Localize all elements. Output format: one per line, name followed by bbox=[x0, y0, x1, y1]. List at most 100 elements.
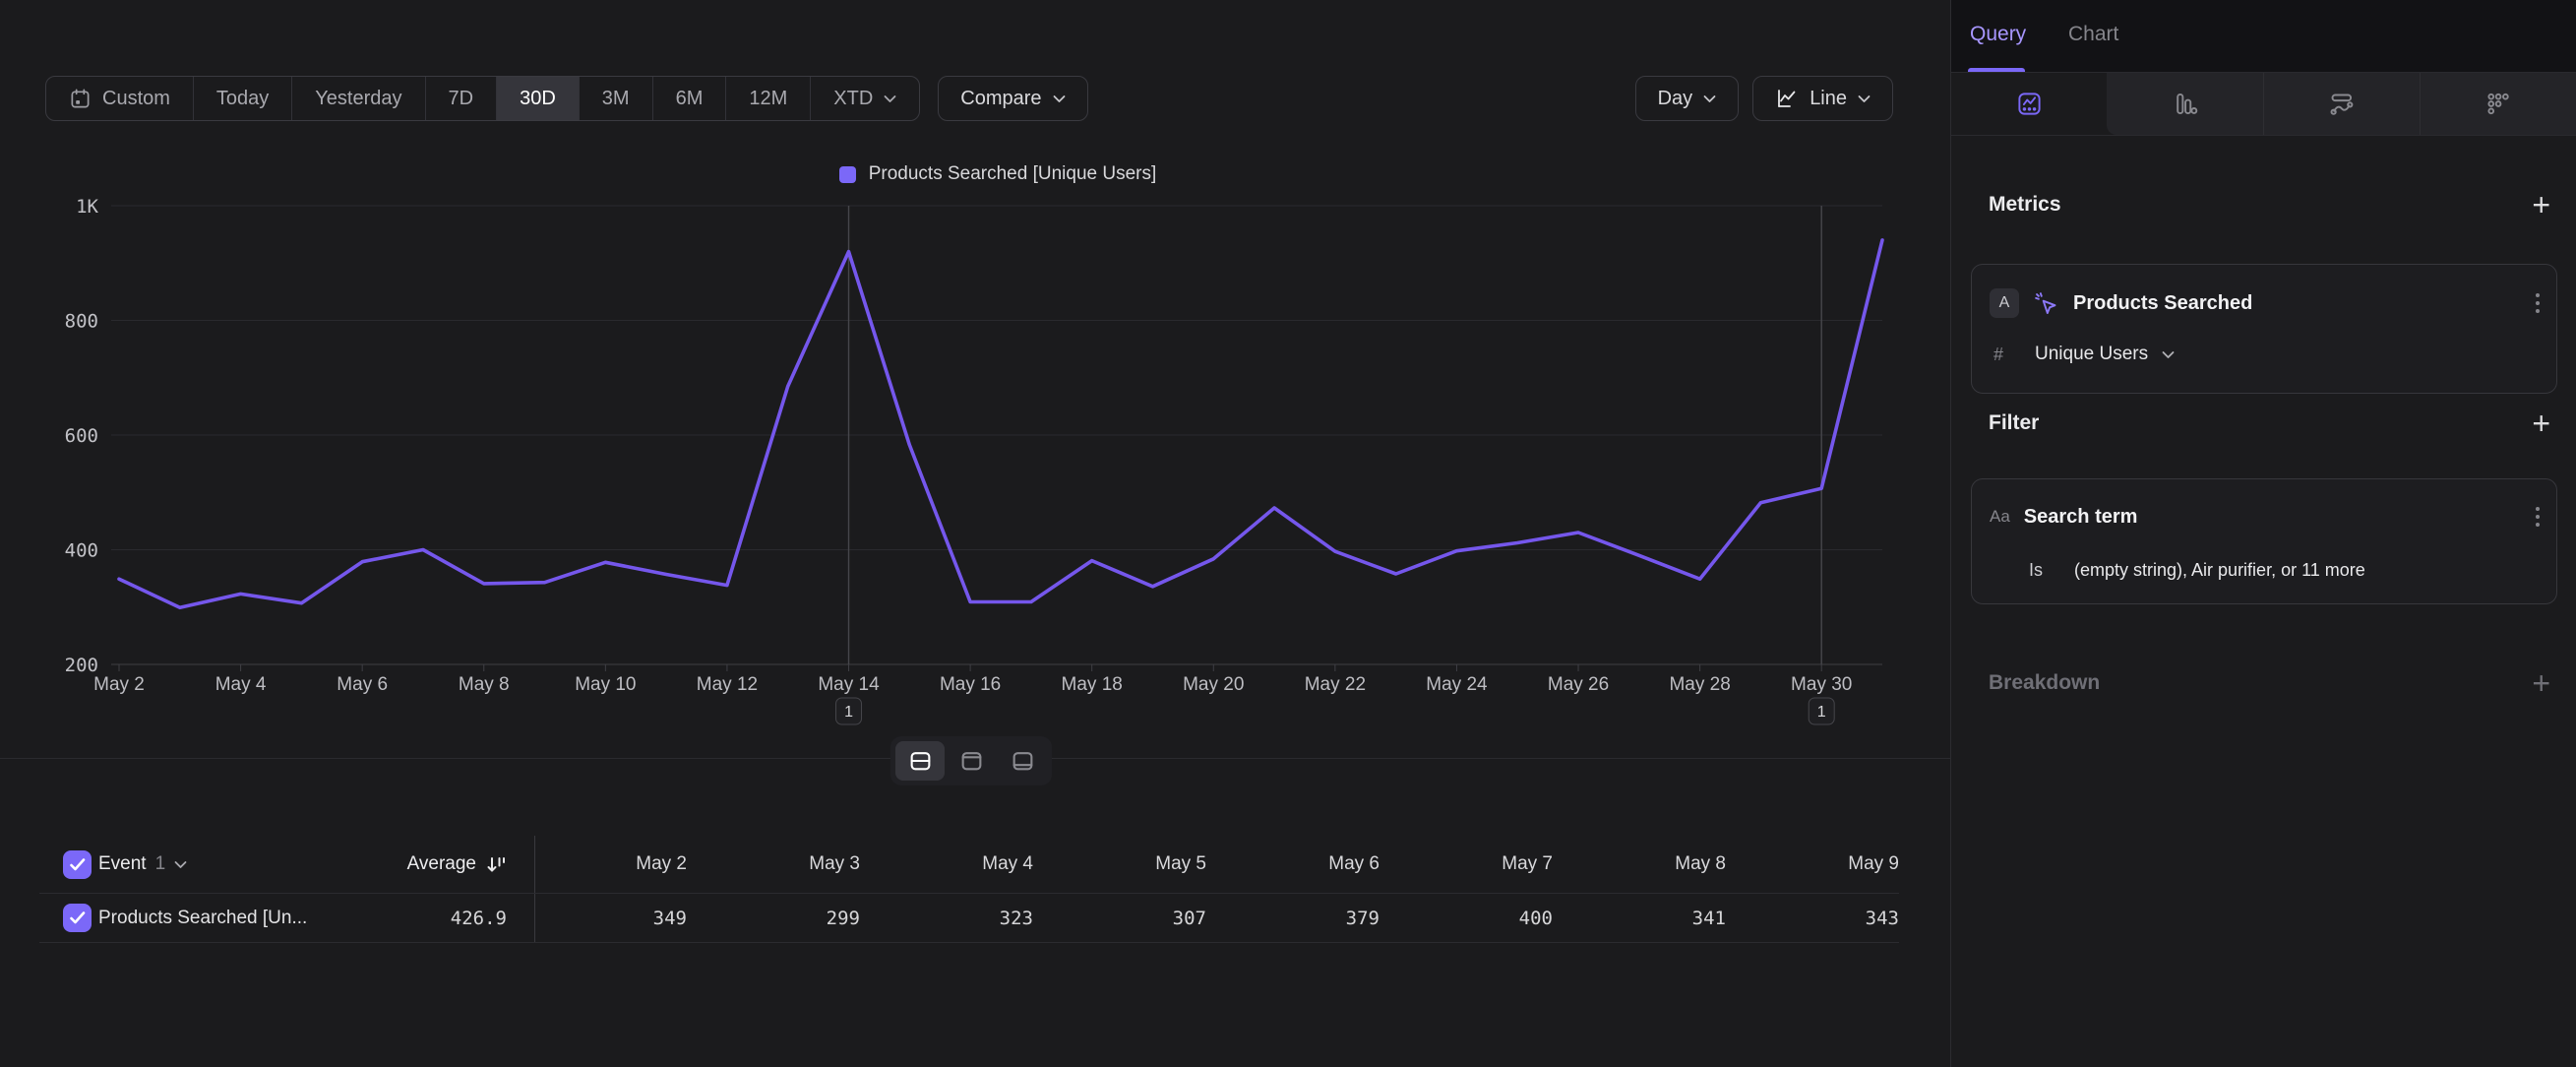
chevron-down-icon bbox=[1703, 94, 1716, 103]
report-tab-flows[interactable] bbox=[2420, 73, 2576, 135]
data-series-line[interactable] bbox=[119, 240, 1882, 607]
filter-property-name: Search term bbox=[2024, 506, 2138, 529]
filter-operator[interactable]: Is bbox=[2029, 560, 2043, 581]
view-toggle-chart-only[interactable] bbox=[947, 741, 996, 781]
row-name-cell[interactable]: Products Searched [Un... bbox=[98, 908, 311, 929]
legend-swatch bbox=[839, 166, 856, 183]
y-axis-label: 1K bbox=[76, 196, 98, 218]
event-pointer-icon bbox=[2033, 290, 2059, 317]
granularity-button[interactable]: Day bbox=[1635, 76, 1740, 121]
column-header-may-9[interactable]: May 9 bbox=[1726, 853, 1899, 875]
chevron-down-icon bbox=[1858, 94, 1871, 103]
filter-card[interactable]: Aa Search term Is (empty string), Air pu… bbox=[1971, 478, 2557, 604]
metric-card[interactable]: A Products Searched # Unique Users bbox=[1971, 264, 2557, 394]
range-label: Yesterday bbox=[315, 88, 401, 110]
filter-value[interactable]: (empty string), Air purifier, or 11 more bbox=[2074, 560, 2365, 581]
column-header-may-6[interactable]: May 6 bbox=[1206, 853, 1380, 875]
row-value-cell: 343 bbox=[1726, 908, 1899, 929]
funnels-icon bbox=[2172, 91, 2198, 117]
column-header-may-4[interactable]: May 4 bbox=[860, 853, 1033, 875]
aggregation-selector[interactable]: Unique Users bbox=[2035, 344, 2148, 365]
average-header[interactable]: Average bbox=[311, 853, 507, 875]
calendar-icon bbox=[69, 88, 92, 110]
report-tab-funnels[interactable] bbox=[2107, 73, 2262, 135]
tab-chart[interactable]: Chart bbox=[2068, 23, 2118, 46]
chart-type-button[interactable]: Line bbox=[1752, 76, 1893, 121]
range-7d[interactable]: 7D bbox=[426, 77, 498, 120]
column-header-may-7[interactable]: May 7 bbox=[1380, 853, 1553, 875]
x-axis-label: May 6 bbox=[337, 674, 388, 695]
insights-icon bbox=[2016, 91, 2043, 117]
aggregation-symbol: # bbox=[1993, 345, 2021, 365]
row-value-cell: 349 bbox=[534, 894, 687, 942]
line-chart-icon bbox=[1775, 87, 1799, 110]
series-letter-badge: A bbox=[1990, 288, 2019, 318]
event-header[interactable]: Event1 bbox=[98, 853, 311, 875]
x-axis-label: May 2 bbox=[93, 674, 145, 695]
range-label: 6M bbox=[676, 88, 704, 110]
range-today[interactable]: Today bbox=[194, 77, 292, 120]
chart-legend: Products Searched [Unique Users] bbox=[113, 163, 1882, 185]
header-checkbox-cell bbox=[39, 850, 98, 879]
check-icon bbox=[70, 911, 86, 924]
column-header-may-8[interactable]: May 8 bbox=[1553, 853, 1726, 875]
line-chart[interactable]: 1K800600400200May 2May 4May 6May 8May 10… bbox=[0, 192, 1950, 748]
view-toggle-group bbox=[890, 736, 1052, 785]
range-xtd[interactable]: XTD bbox=[811, 77, 919, 120]
panel-tab-bar: Query Chart bbox=[1951, 0, 2576, 73]
range-custom[interactable]: Custom bbox=[46, 77, 194, 120]
column-header-may-2[interactable]: May 2 bbox=[534, 836, 687, 893]
row-value-cell: 341 bbox=[1553, 908, 1726, 929]
table-row: Products Searched [Un...426.934929932330… bbox=[39, 894, 1899, 943]
kebab-menu-icon[interactable] bbox=[2535, 505, 2541, 529]
chart-only-icon bbox=[959, 749, 984, 774]
breakdown-title: Breakdown bbox=[1989, 671, 2100, 695]
table-header-row: Event1AverageMay 2May 3May 4May 5May 6Ma… bbox=[39, 836, 1899, 894]
range-yesterday[interactable]: Yesterday bbox=[292, 77, 425, 120]
range-3m[interactable]: 3M bbox=[580, 77, 653, 120]
flows-icon bbox=[2484, 91, 2511, 117]
column-header-may-3[interactable]: May 3 bbox=[687, 853, 860, 875]
svg-text:1: 1 bbox=[844, 704, 853, 721]
x-axis-label: May 28 bbox=[1669, 674, 1730, 695]
metric-card-row-2: # Unique Users bbox=[1993, 344, 2541, 365]
row-value-cell: 400 bbox=[1380, 908, 1553, 929]
sort-descending-icon[interactable] bbox=[486, 855, 507, 874]
x-axis-label: May 30 bbox=[1791, 674, 1852, 695]
view-toggle-split-view[interactable] bbox=[895, 741, 945, 781]
row-average-cell: 426.9 bbox=[311, 908, 507, 929]
granularity-label: Day bbox=[1658, 88, 1693, 110]
row-checkbox[interactable] bbox=[63, 904, 92, 932]
check-icon bbox=[70, 858, 86, 871]
x-axis-label: May 22 bbox=[1305, 674, 1366, 695]
chart-toolbar: CustomToday Yesterday 7D30D3M 6M 12MXTD Comp… bbox=[45, 76, 1893, 121]
add-metric-button[interactable]: + bbox=[2532, 195, 2550, 215]
range-6m[interactable]: 6M bbox=[653, 77, 727, 120]
main-area: CustomToday Yesterday 7D30D3M 6M 12MXTD Comp… bbox=[0, 0, 1950, 1067]
x-axis-label: May 12 bbox=[697, 674, 758, 695]
report-tab-retention[interactable] bbox=[2263, 73, 2420, 135]
chevron-down-icon bbox=[174, 860, 187, 869]
annotation-badge[interactable]: 1 bbox=[1809, 698, 1834, 724]
annotation-badge[interactable]: 1 bbox=[836, 698, 862, 724]
column-header-may-5[interactable]: May 5 bbox=[1033, 853, 1206, 875]
date-range-group: CustomToday Yesterday 7D30D3M 6M 12MXTD bbox=[45, 76, 920, 121]
x-axis-label: May 10 bbox=[575, 674, 636, 695]
range-30d[interactable]: 30D bbox=[497, 77, 580, 120]
chevron-down-icon[interactable] bbox=[2162, 350, 2175, 359]
view-toggle-table-only[interactable] bbox=[998, 741, 1047, 781]
add-filter-button[interactable]: + bbox=[2532, 413, 2550, 433]
compare-button[interactable]: Compare bbox=[938, 76, 1087, 121]
range-12m[interactable]: 12M bbox=[726, 77, 811, 120]
kebab-menu-icon[interactable] bbox=[2535, 291, 2541, 315]
add-breakdown-button[interactable]: + bbox=[2532, 673, 2550, 693]
filter-card-row-2: Is (empty string), Air purifier, or 11 m… bbox=[2029, 560, 2541, 581]
x-axis-label: May 16 bbox=[940, 674, 1001, 695]
x-axis-label: May 8 bbox=[459, 674, 510, 695]
filter-card-row-1: Aa Search term bbox=[1990, 505, 2541, 529]
row-checkbox[interactable] bbox=[63, 850, 92, 879]
report-tab-insights[interactable] bbox=[1951, 73, 2107, 135]
chart-type-label: Line bbox=[1809, 88, 1847, 110]
report-type-tabs bbox=[1951, 73, 2576, 136]
tab-query[interactable]: Query bbox=[1970, 23, 2026, 46]
